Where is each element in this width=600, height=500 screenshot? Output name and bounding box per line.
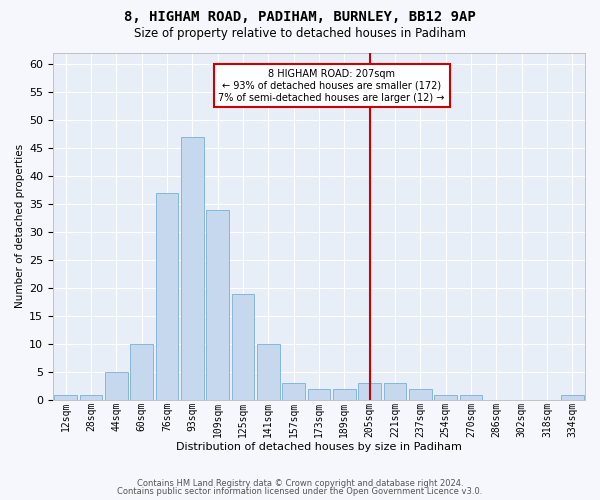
Bar (232, 294, 254, 401)
Bar (434, 394, 457, 400)
Bar (409, 389, 432, 400)
Text: Contains HM Land Registry data © Crown copyright and database right 2024.: Contains HM Land Registry data © Crown c… (137, 478, 463, 488)
Bar (105, 372, 128, 400)
Bar (460, 394, 482, 400)
Bar (383, 384, 406, 400)
Bar (358, 384, 381, 400)
Bar (80, 394, 103, 400)
Bar (333, 389, 356, 400)
Bar (130, 344, 153, 401)
Bar (257, 344, 280, 401)
Text: 8 HIGHAM ROAD: 207sqm
← 93% of detached houses are smaller (172)
7% of semi-deta: 8 HIGHAM ROAD: 207sqm ← 93% of detached … (218, 70, 445, 102)
X-axis label: Distribution of detached houses by size in Padiham: Distribution of detached houses by size … (176, 442, 462, 452)
Text: Contains public sector information licensed under the Open Government Licence v3: Contains public sector information licen… (118, 487, 482, 496)
Bar (308, 389, 331, 400)
Bar (155, 192, 178, 400)
Bar (181, 136, 204, 400)
Bar (282, 384, 305, 400)
Text: Size of property relative to detached houses in Padiham: Size of property relative to detached ho… (134, 28, 466, 40)
Y-axis label: Number of detached properties: Number of detached properties (15, 144, 25, 308)
Bar (561, 394, 584, 400)
Bar (54, 394, 77, 400)
Bar (206, 210, 229, 400)
Text: 8, HIGHAM ROAD, PADIHAM, BURNLEY, BB12 9AP: 8, HIGHAM ROAD, PADIHAM, BURNLEY, BB12 9… (124, 10, 476, 24)
